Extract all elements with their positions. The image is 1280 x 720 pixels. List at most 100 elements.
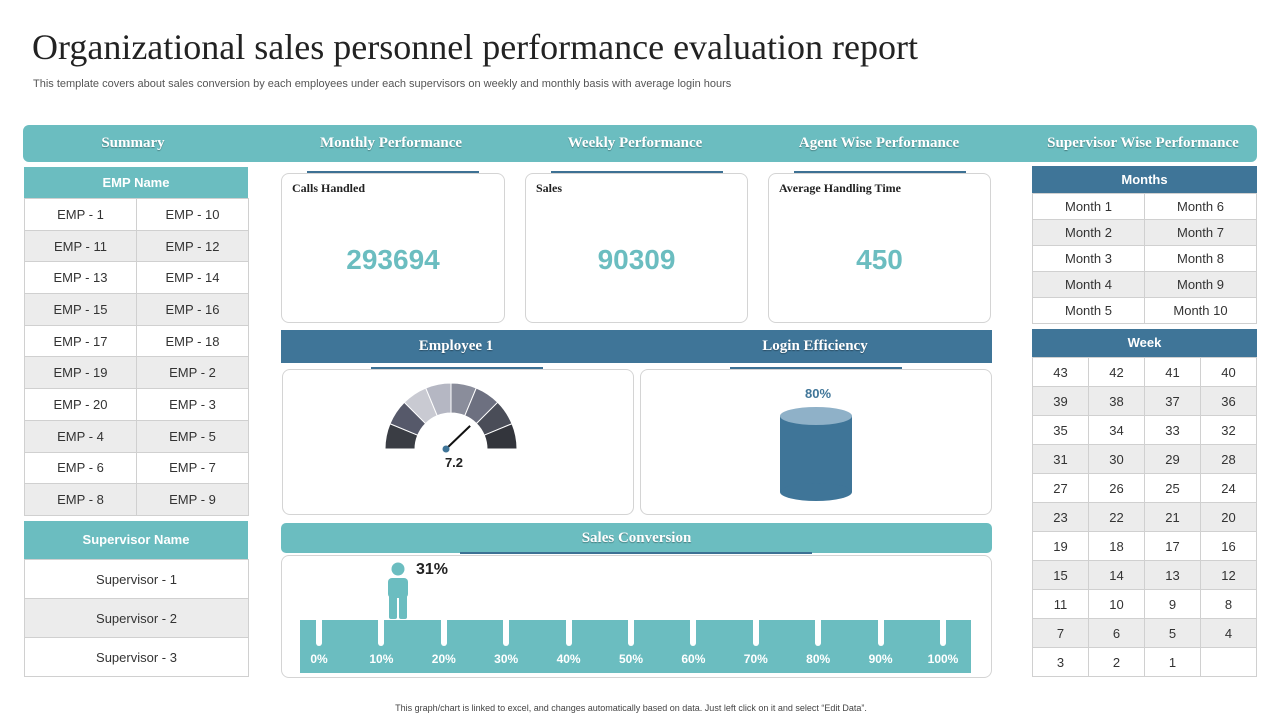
- week-cell[interactable]: 17: [1144, 531, 1201, 561]
- sales-conversion-band: Sales Conversion: [281, 523, 992, 553]
- supervisor-cell[interactable]: Supervisor - 2: [24, 598, 249, 638]
- week-cell[interactable]: 1: [1144, 647, 1201, 677]
- table-row: EMP - 17 EMP - 18: [24, 324, 249, 358]
- week-cell[interactable]: 11: [1032, 589, 1089, 619]
- employee-cell[interactable]: EMP - 5: [136, 419, 249, 453]
- employee-cell[interactable]: EMP - 14: [136, 261, 249, 295]
- week-cell[interactable]: 3: [1032, 647, 1089, 677]
- month-cell[interactable]: Month 10: [1144, 297, 1257, 324]
- month-cell[interactable]: Month 8: [1144, 245, 1257, 272]
- week-cell[interactable]: 31: [1032, 444, 1089, 474]
- tab-agent-wise-performance[interactable]: Agent Wise Performance: [798, 135, 960, 151]
- week-cell[interactable]: 6: [1088, 618, 1145, 648]
- kpi-card-calls-handled: Calls Handled 293694: [281, 173, 505, 323]
- employee-cell[interactable]: EMP - 6: [24, 451, 137, 485]
- employee-cell[interactable]: EMP - 17: [24, 324, 137, 358]
- employee-cell[interactable]: EMP - 12: [136, 229, 249, 263]
- week-cell[interactable]: 23: [1032, 502, 1089, 532]
- week-cell[interactable]: 7: [1032, 618, 1089, 648]
- table-row: Supervisor - 3: [24, 637, 249, 677]
- employee-cell[interactable]: EMP - 7: [136, 451, 249, 485]
- employee-cell[interactable]: EMP - 4: [24, 419, 137, 453]
- month-cell[interactable]: Month 3: [1032, 245, 1145, 272]
- week-cell[interactable]: 12: [1200, 560, 1257, 590]
- table-row: EMP - 4 EMP - 5: [24, 419, 249, 453]
- week-cell[interactable]: 35: [1032, 415, 1089, 445]
- month-cell[interactable]: Month 9: [1144, 271, 1257, 298]
- month-cell[interactable]: Month 7: [1144, 219, 1257, 246]
- table-row: EMP - 20 EMP - 3: [24, 388, 249, 421]
- week-cell[interactable]: 16: [1200, 531, 1257, 561]
- supervisor-name-header: Supervisor Name: [24, 521, 248, 559]
- week-cell[interactable]: 29: [1144, 444, 1201, 474]
- week-cell[interactable]: 30: [1088, 444, 1145, 474]
- week-cell[interactable]: 38: [1088, 386, 1145, 416]
- week-cell[interactable]: 32: [1200, 415, 1257, 445]
- employee-cell[interactable]: EMP - 15: [24, 293, 137, 326]
- week-cell[interactable]: 36: [1200, 386, 1257, 416]
- employee-cell[interactable]: EMP - 1: [24, 198, 137, 231]
- week-cell[interactable]: 9: [1144, 589, 1201, 619]
- employee-cell[interactable]: EMP - 2: [136, 356, 249, 390]
- employee-cell[interactable]: EMP - 19: [24, 356, 137, 390]
- table-row: 43 42 41 40: [1032, 357, 1257, 387]
- week-cell[interactable]: 14: [1088, 560, 1145, 590]
- table-row: Supervisor - 1: [24, 559, 249, 599]
- week-cell[interactable]: 2: [1088, 647, 1145, 677]
- week-cell[interactable]: 34: [1088, 415, 1145, 445]
- week-cell[interactable]: 37: [1144, 386, 1201, 416]
- week-cell[interactable]: 8: [1200, 589, 1257, 619]
- month-cell[interactable]: Month 1: [1032, 193, 1145, 220]
- week-cell[interactable]: 42: [1088, 357, 1145, 387]
- tab-summary[interactable]: Summary: [101, 135, 165, 151]
- month-cell[interactable]: Month 5: [1032, 297, 1145, 324]
- employee-cell[interactable]: EMP - 10: [136, 198, 249, 231]
- week-cell[interactable]: 43: [1032, 357, 1089, 387]
- week-cell[interactable]: 28: [1200, 444, 1257, 474]
- month-cell[interactable]: Month 6: [1144, 193, 1257, 220]
- week-cell[interactable]: 13: [1144, 560, 1201, 590]
- months-table: Month 1 Month 6 Month 2 Month 7 Month 3 Mon…: [1032, 193, 1257, 324]
- employee-title: Employee 1: [418, 338, 494, 354]
- employee-cell[interactable]: EMP - 16: [136, 293, 249, 326]
- week-cell[interactable]: 26: [1088, 473, 1145, 503]
- table-row: Month 3 Month 8: [1032, 245, 1257, 272]
- employee-cell[interactable]: EMP - 9: [136, 483, 249, 516]
- employee-cell[interactable]: EMP - 3: [136, 388, 249, 421]
- employee-cell[interactable]: EMP - 8: [24, 483, 137, 516]
- week-cell[interactable]: 40: [1200, 357, 1257, 387]
- gauge-value: 7.2: [444, 455, 464, 470]
- week-cell[interactable]: [1200, 647, 1257, 677]
- week-cell[interactable]: 10: [1088, 589, 1145, 619]
- tab-supervisor-wise-performance[interactable]: Supervisor Wise Performance: [1047, 135, 1239, 151]
- week-cell[interactable]: 39: [1032, 386, 1089, 416]
- supervisor-cell[interactable]: Supervisor - 3: [24, 637, 249, 677]
- tab-weekly-performance[interactable]: Weekly Performance: [567, 135, 703, 151]
- employee-cell[interactable]: EMP - 20: [24, 388, 137, 421]
- emp-name-header: EMP Name: [24, 167, 248, 198]
- week-cell[interactable]: 18: [1088, 531, 1145, 561]
- ruler-notch: [316, 620, 322, 646]
- week-cell[interactable]: 19: [1032, 531, 1089, 561]
- week-cell[interactable]: 21: [1144, 502, 1201, 532]
- week-cell[interactable]: 4: [1200, 618, 1257, 648]
- week-cell[interactable]: 24: [1200, 473, 1257, 503]
- week-cell[interactable]: 41: [1144, 357, 1201, 387]
- tab-monthly-performance[interactable]: Monthly Performance: [319, 135, 463, 151]
- month-cell[interactable]: Month 4: [1032, 271, 1145, 298]
- month-cell[interactable]: Month 2: [1032, 219, 1145, 246]
- employee-cell[interactable]: EMP - 13: [24, 261, 137, 295]
- week-cell[interactable]: 20: [1200, 502, 1257, 532]
- supervisor-cell[interactable]: Supervisor - 1: [24, 559, 249, 599]
- table-row: 39 38 37 36: [1032, 386, 1257, 416]
- employee-cell[interactable]: EMP - 11: [24, 229, 137, 263]
- week-cell[interactable]: 25: [1144, 473, 1201, 503]
- week-cell[interactable]: 5: [1144, 618, 1201, 648]
- week-cell[interactable]: 27: [1032, 473, 1089, 503]
- week-cell[interactable]: 15: [1032, 560, 1089, 590]
- week-cell[interactable]: 33: [1144, 415, 1201, 445]
- employee-cell[interactable]: EMP - 18: [136, 324, 249, 358]
- week-cell[interactable]: 22: [1088, 502, 1145, 532]
- months-header: Months: [1032, 166, 1257, 193]
